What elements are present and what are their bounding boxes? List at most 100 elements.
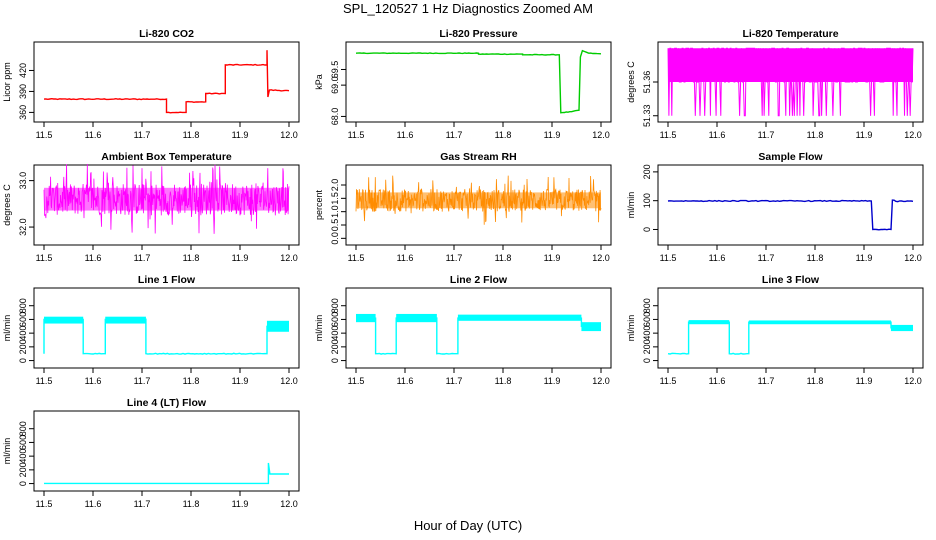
- x-tick-label: 11.6: [85, 376, 102, 386]
- x-tick-label: 11.7: [758, 130, 775, 140]
- x-tick-label: 11.5: [348, 253, 365, 263]
- y-tick-label: 0: [18, 481, 28, 486]
- y-tick-label: 100: [642, 193, 652, 208]
- y-axis-label: ml/min: [314, 315, 324, 342]
- y-tick-label: 0.5: [330, 219, 340, 232]
- x-tick-label: 11.5: [660, 376, 677, 386]
- x-tick-label: 11.8: [495, 130, 512, 140]
- series-line: [667, 321, 914, 355]
- y-tick-label: 1.5: [330, 192, 340, 205]
- panel-frame: [33, 41, 300, 123]
- series: [43, 50, 290, 114]
- panel-frame: [345, 41, 612, 123]
- y-tick-label: 360: [18, 105, 28, 120]
- series: [43, 163, 290, 234]
- x-tick-label: 11.8: [183, 253, 200, 263]
- y-axis-label: percent: [314, 189, 324, 220]
- x-tick-label: 11.9: [544, 130, 561, 140]
- panel-6: Sample Flow ml/min 11.5 11.6 11.7 11.8 11.9 12.…: [626, 151, 924, 263]
- x-tick-label: 12.0: [904, 130, 922, 140]
- y-tick-label: 0: [330, 358, 340, 363]
- x-tick-label: 11.9: [232, 130, 249, 140]
- y-tick-label: 200: [642, 339, 652, 354]
- y-tick-label: 200: [18, 462, 28, 477]
- x-tick-label: 12.0: [592, 130, 610, 140]
- x-tick-label: 11.8: [183, 130, 200, 140]
- y-tick-label: 33.0: [18, 172, 28, 190]
- panel-title: Sample Flow: [758, 151, 823, 163]
- x-tick-label: 11.5: [348, 376, 365, 386]
- x-tick-label: 11.7: [134, 130, 151, 140]
- x-tick-label: 11.7: [446, 253, 463, 263]
- y-tick-label: 400: [18, 449, 28, 464]
- x-tick-label: 12.0: [904, 376, 922, 386]
- panel-5: Gas Stream RH percent 11.5 11.6 11.7 11.8 11.9…: [314, 151, 612, 263]
- panel-7: Line 1 Flow ml/min 11.5 11.6 11.7 11.8 11.9 12.…: [2, 274, 300, 386]
- y-tick-label: 51.33: [642, 104, 652, 127]
- y-tick-label: 200: [330, 339, 340, 354]
- panel-4: Ambient Box Temperature degrees C 11.5 11.6…: [2, 151, 300, 263]
- x-tick-label: 11.5: [36, 130, 53, 140]
- x-tick-label: 11.9: [544, 376, 561, 386]
- y-tick-label: 0: [642, 358, 652, 363]
- y-tick-label: 600: [330, 312, 340, 327]
- panel-title: Line 1 Flow: [138, 274, 196, 286]
- x-tick-label: 11.6: [85, 253, 102, 263]
- x-tick-label: 11.9: [232, 376, 249, 386]
- x-tick-label: 11.5: [660, 130, 677, 140]
- y-axis-label: ml/min: [2, 438, 12, 465]
- x-tick-label: 11.5: [348, 130, 365, 140]
- x-tick-label: 11.8: [807, 130, 824, 140]
- panel-title: Li-820 Temperature: [742, 28, 838, 40]
- panel-title: Li-820 Pressure: [439, 28, 517, 40]
- series-line: [356, 316, 602, 355]
- y-tick-label: 390: [18, 84, 28, 99]
- x-tick-label: 11.6: [85, 499, 102, 509]
- y-tick-label: 51.36: [642, 71, 652, 94]
- x-tick-label: 11.9: [856, 253, 873, 263]
- panel-title: Gas Stream RH: [440, 151, 516, 163]
- x-axis-title: Hour of Day (UTC): [413, 518, 523, 533]
- y-tick-label: 600: [642, 312, 652, 327]
- x-tick-label: 11.6: [397, 130, 414, 140]
- series-band: [105, 316, 146, 324]
- panel-3: Li-820 Temperature degrees C 11.5 11.6 11.7 1…: [626, 28, 924, 140]
- y-axis-label: Licor ppm: [2, 62, 12, 102]
- x-tick-label: 11.8: [495, 253, 512, 263]
- x-tick-label: 12.0: [592, 253, 610, 263]
- y-tick-label: 600: [18, 312, 28, 327]
- y-tick-label: 400: [642, 326, 652, 341]
- x-tick-label: 12.0: [280, 499, 298, 509]
- panel-title: Line 3 Flow: [762, 274, 820, 286]
- panel-10: Line 4 (LT) Flow ml/min 11.5 11.6 11.7 11.8 11…: [2, 397, 300, 509]
- y-tick-label: 69.5: [330, 61, 340, 79]
- x-tick-label: 11.7: [446, 130, 463, 140]
- x-tick-label: 11.9: [856, 130, 873, 140]
- x-tick-label: 11.7: [134, 376, 151, 386]
- x-tick-label: 11.5: [36, 499, 53, 509]
- y-tick-label: 400: [18, 326, 28, 341]
- x-tick-label: 11.7: [446, 376, 463, 386]
- panel-frame: [657, 287, 924, 369]
- panel-title: Line 2 Flow: [450, 274, 508, 286]
- x-tick-label: 11.9: [232, 253, 249, 263]
- panel-frame: [33, 164, 300, 246]
- panel-frame: [33, 410, 300, 492]
- x-tick-label: 11.9: [544, 253, 561, 263]
- y-tick-label: 800: [18, 298, 28, 313]
- y-axis-label: ml/min: [626, 315, 636, 342]
- y-tick-label: 1.0: [330, 205, 340, 218]
- y-axis-label: degrees C: [626, 61, 636, 103]
- y-tick-label: 69.0: [330, 76, 340, 94]
- series-line: [43, 163, 290, 234]
- x-tick-label: 12.0: [280, 130, 298, 140]
- panel-frame: [345, 164, 612, 246]
- x-tick-label: 11.5: [36, 253, 53, 263]
- x-tick-label: 11.9: [232, 499, 249, 509]
- x-tick-label: 11.7: [134, 253, 151, 263]
- series-line: [355, 49, 602, 114]
- x-tick-label: 11.8: [183, 499, 200, 509]
- x-tick-label: 11.6: [397, 376, 414, 386]
- y-tick-label: 0: [18, 358, 28, 363]
